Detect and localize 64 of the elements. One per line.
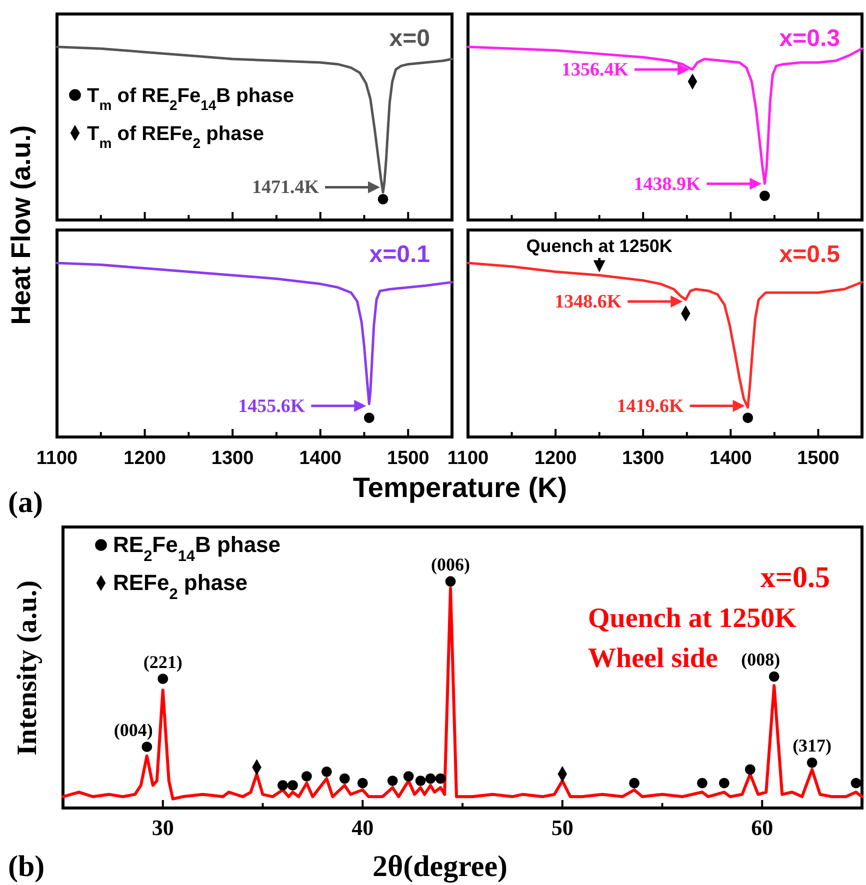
- x-tick-label: 1200: [534, 448, 577, 469]
- point: [288, 780, 298, 791]
- x-tick-label: 1300: [211, 448, 254, 469]
- annotation: 1455.6K: [238, 396, 306, 417]
- x-tick-label: 1500: [797, 448, 840, 469]
- x-tick-label: 60: [751, 815, 774, 840]
- y-axis-title: Intensity (a.u.): [12, 580, 43, 756]
- x-tick-label: 1200: [124, 448, 166, 469]
- annotation: 1438.9K: [634, 174, 701, 195]
- annotation: (008): [741, 650, 780, 670]
- chart-title: x=0.5: [779, 241, 840, 268]
- point: [445, 576, 456, 587]
- point: [806, 757, 818, 768]
- point: [158, 674, 168, 684]
- annotation: Wheel side: [588, 643, 718, 674]
- legend-label: T$_{m}$ of REFe$_{2}$ phase: [87, 123, 264, 151]
- annotation: Quench at 1250K: [526, 236, 672, 256]
- point: [321, 766, 332, 777]
- x-tick-label: 1400: [710, 448, 752, 469]
- chart-title: x=0.1: [369, 241, 430, 268]
- annotation: (221): [143, 652, 182, 672]
- annotation: Quench at 1250K: [588, 603, 797, 634]
- chart-title: x=0.3: [779, 25, 840, 52]
- point: [425, 773, 436, 784]
- point: [744, 764, 756, 775]
- point: [629, 778, 640, 788]
- y-axis-title: Heat Flow (a.u.): [6, 125, 36, 325]
- point: [142, 742, 152, 752]
- legend-label: RE$_{2}$Fe$_{14}$B phase: [113, 532, 281, 564]
- x-tick-label: 1100: [36, 448, 78, 469]
- point: [387, 776, 398, 786]
- annotation: (317): [792, 736, 832, 756]
- point: [850, 778, 862, 788]
- text: (a): [8, 486, 43, 519]
- point: [718, 778, 730, 788]
- x-axis-title: Temperature (K): [352, 472, 568, 503]
- annotation: 1356.4K: [561, 60, 629, 81]
- point: [415, 776, 426, 786]
- x-tick-label: 30: [152, 815, 174, 840]
- point: [435, 773, 446, 784]
- chart-title: x=0: [389, 25, 430, 52]
- point: [403, 771, 414, 782]
- chart-title: x=0.5: [760, 561, 830, 594]
- annotation: 1471.4K: [252, 177, 320, 198]
- annotation: (006): [431, 554, 470, 574]
- x-tick-label: 1500: [386, 448, 430, 469]
- point: [768, 671, 780, 682]
- legend-label: REFe$_{2}$ phase: [113, 570, 248, 602]
- x-tick-label: 1300: [622, 448, 664, 469]
- x-tick-label: 40: [352, 815, 374, 840]
- x-tick-label: 50: [551, 815, 574, 840]
- x-tick-label: 1400: [299, 448, 342, 469]
- x-tick-label: 1100: [447, 448, 489, 469]
- point: [357, 778, 368, 788]
- text: (b): [8, 850, 45, 883]
- point: [278, 780, 288, 791]
- annotation: (004): [114, 720, 153, 740]
- point: [301, 771, 312, 782]
- point: [697, 778, 708, 788]
- annotation: 1348.6K: [554, 291, 622, 312]
- x-axis-title: 2θ(degree): [372, 850, 508, 883]
- point: [339, 773, 350, 784]
- annotation: 1419.6K: [616, 396, 684, 417]
- legend-label: T$_{m}$ of RE$_{2}$Fe$_{14}$B phase: [87, 85, 294, 113]
